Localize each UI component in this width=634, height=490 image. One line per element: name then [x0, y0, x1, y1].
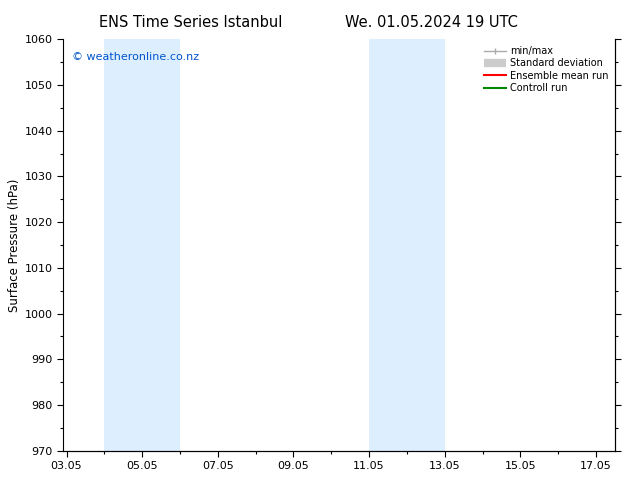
- Text: ENS Time Series Istanbul: ENS Time Series Istanbul: [98, 15, 282, 30]
- Legend: min/max, Standard deviation, Ensemble mean run, Controll run: min/max, Standard deviation, Ensemble me…: [482, 44, 610, 95]
- Text: We. 01.05.2024 19 UTC: We. 01.05.2024 19 UTC: [345, 15, 517, 30]
- Bar: [105, 39, 180, 451]
- Y-axis label: Surface Pressure (hPa): Surface Pressure (hPa): [8, 178, 21, 312]
- Text: © weatheronline.co.nz: © weatheronline.co.nz: [72, 51, 199, 62]
- Bar: [369, 39, 445, 451]
